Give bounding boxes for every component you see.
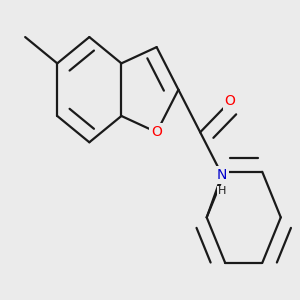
Text: N: N — [217, 168, 227, 182]
Text: O: O — [225, 94, 236, 108]
Text: H: H — [218, 186, 226, 196]
Text: O: O — [151, 125, 162, 139]
